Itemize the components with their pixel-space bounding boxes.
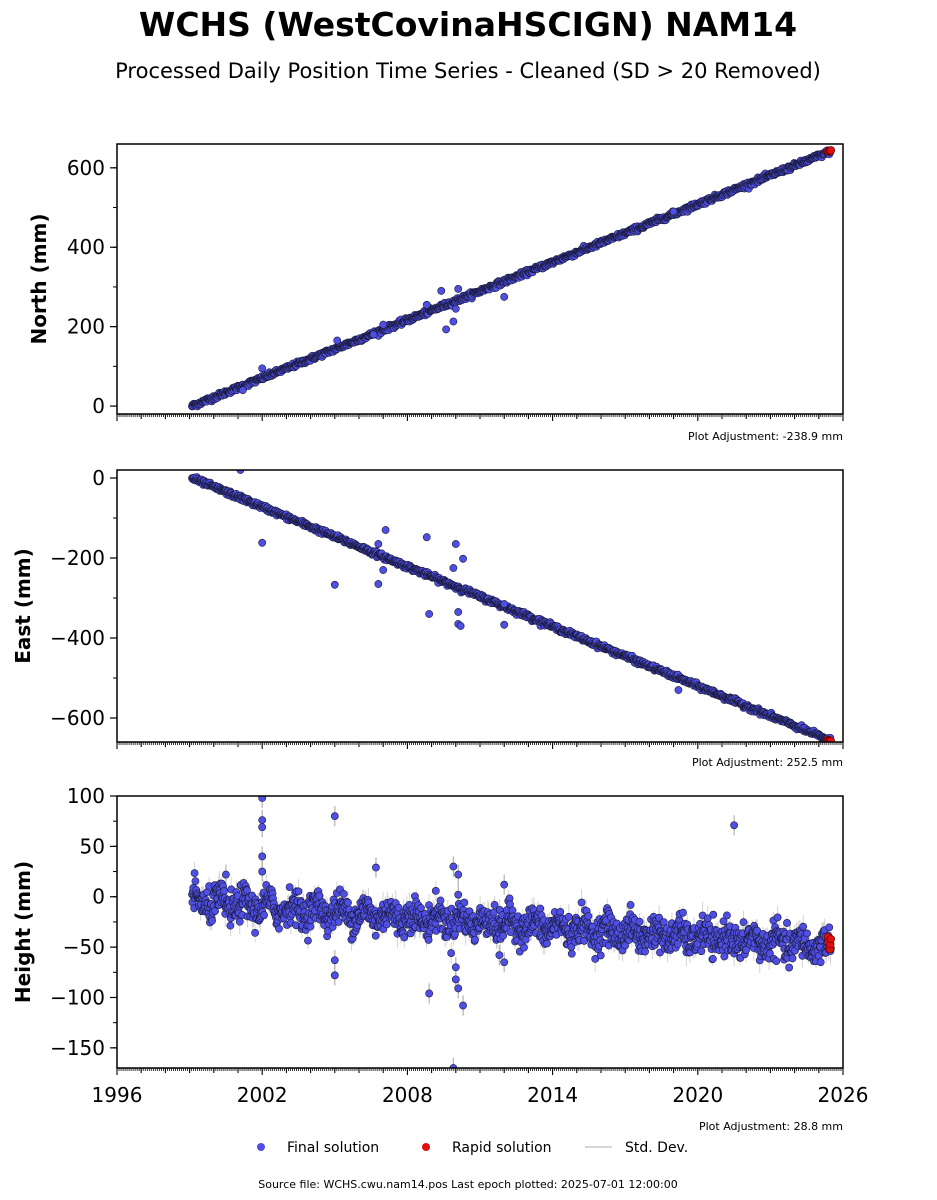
plot-adjustment-label: Plot Adjustment: -238.9 mm bbox=[688, 430, 843, 443]
final-solution-point bbox=[454, 285, 463, 293]
final-solution-point bbox=[381, 526, 390, 534]
panel-data bbox=[188, 470, 835, 742]
final-solution-point bbox=[333, 336, 342, 345]
final-solution-point bbox=[374, 540, 383, 548]
final-solution-point bbox=[451, 540, 460, 548]
final-solution-point bbox=[379, 566, 388, 574]
panel-data bbox=[188, 796, 836, 1068]
final-solution-point bbox=[379, 320, 388, 329]
figure-subtitle: Processed Daily Position Time Series - C… bbox=[115, 59, 821, 83]
y-tick-label: −600 bbox=[50, 706, 105, 730]
final-solution-point bbox=[500, 620, 509, 629]
final-solution-point bbox=[422, 300, 431, 309]
y-tick-label: −400 bbox=[50, 626, 105, 650]
y-tick-label: 0 bbox=[92, 466, 105, 490]
final-solution-point bbox=[258, 538, 267, 547]
panel-data bbox=[188, 146, 836, 411]
final-solution-point bbox=[451, 304, 460, 313]
final-solution-point bbox=[374, 580, 383, 588]
final-solution-point bbox=[437, 287, 446, 295]
rapid-solution-point bbox=[826, 146, 836, 155]
rapid-solution-point bbox=[826, 737, 835, 742]
plot-adjustment-label: Plot Adjustment: 252.5 mm bbox=[692, 756, 843, 769]
y-axis-label: East (mm) bbox=[11, 548, 35, 664]
final-solution-point bbox=[500, 292, 509, 301]
panel-1: 0 200 400 600 North (mm) Plot Adjustment: -23… bbox=[27, 143, 844, 443]
y-tick-label: −200 bbox=[50, 546, 105, 570]
final-solution-point bbox=[425, 610, 434, 618]
final-solution-point bbox=[258, 364, 267, 373]
y-tick-label: 600 bbox=[67, 156, 105, 180]
final-solution-point bbox=[669, 207, 678, 216]
final-solution-point bbox=[459, 554, 467, 563]
final-solution-point bbox=[674, 686, 683, 694]
final-solution-point bbox=[330, 580, 339, 589]
final-solution-point bbox=[442, 325, 451, 334]
final-solution-point bbox=[238, 386, 247, 395]
y-tick-label: 0 bbox=[92, 394, 105, 418]
figure-title: WCHS (WestCovinaHSCIGN) NAM14 bbox=[139, 5, 797, 44]
final-solution-point bbox=[500, 600, 509, 608]
panel-2: 0 −200 −400 −600 East (mm) Plot Adjustment: 2… bbox=[11, 466, 844, 769]
final-solution-point bbox=[454, 608, 463, 616]
y-axis-label: North (mm) bbox=[27, 213, 51, 344]
final-solution-point bbox=[449, 564, 458, 572]
final-solution-point bbox=[236, 470, 245, 474]
panels: 0 200 400 600 North (mm) Plot Adjustment: -23… bbox=[11, 143, 868, 1133]
final-solution-point bbox=[422, 533, 431, 542]
y-tick-label: 400 bbox=[67, 235, 105, 259]
final-solution-point bbox=[456, 622, 465, 630]
final-solution-point bbox=[449, 317, 458, 326]
final-solution-point bbox=[369, 330, 378, 339]
y-tick-label: 200 bbox=[67, 315, 105, 339]
